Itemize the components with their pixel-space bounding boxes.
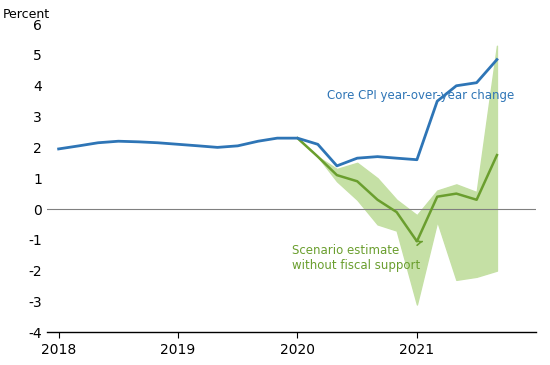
Text: Core CPI year-over-year change: Core CPI year-over-year change [327, 88, 515, 101]
Text: Percent: Percent [3, 8, 49, 21]
Text: Scenario estimate
without fiscal support: Scenario estimate without fiscal support [292, 241, 422, 272]
